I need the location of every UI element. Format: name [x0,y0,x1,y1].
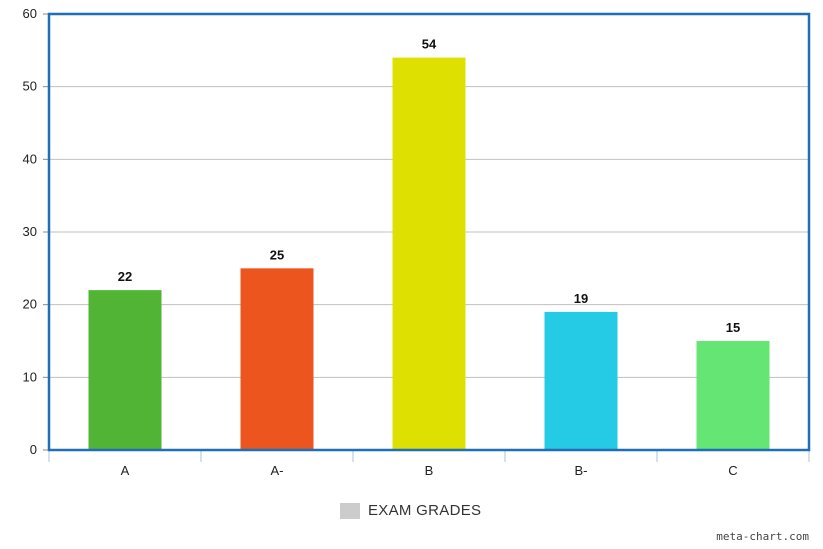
bar-C[interactable] [696,341,770,450]
watermark: meta-chart.com [716,530,809,543]
bar-A-[interactable] [240,268,314,450]
data-label-A: 22 [118,269,132,284]
bars [88,57,770,450]
bar-B-[interactable] [544,311,618,450]
axes: 0 10 20 30 40 50 60 A A- B B- C [23,6,811,478]
data-label-A-: 25 [270,247,284,262]
y-tick-label: 10 [23,369,37,384]
bar-B[interactable] [392,57,466,450]
legend-label: EXAM GRADES [368,502,482,519]
y-tick-label: 40 [23,151,37,166]
y-tick-label: 60 [23,6,37,21]
x-tick-label-A: A [121,463,130,478]
y-tick-label: 0 [30,442,37,457]
x-tick-label-A-: A- [271,463,284,478]
x-tick-label-B: B [425,463,434,478]
plot-frame [47,12,811,452]
legend[interactable]: EXAM GRADES [340,502,481,519]
data-label-C: 15 [726,320,740,335]
y-tick-label: 50 [23,79,37,94]
data-label-B: 54 [422,37,437,52]
x-tick-label-C: C [728,463,737,478]
y-tick-label: 20 [23,297,37,312]
data-labels: 22 25 54 19 15 [118,37,740,335]
y-tick-label: 30 [23,224,37,239]
x-tick-label-B-: B- [575,463,588,478]
bar-A[interactable] [88,290,162,450]
data-label-B-: 19 [574,291,588,306]
legend-swatch [340,502,360,519]
